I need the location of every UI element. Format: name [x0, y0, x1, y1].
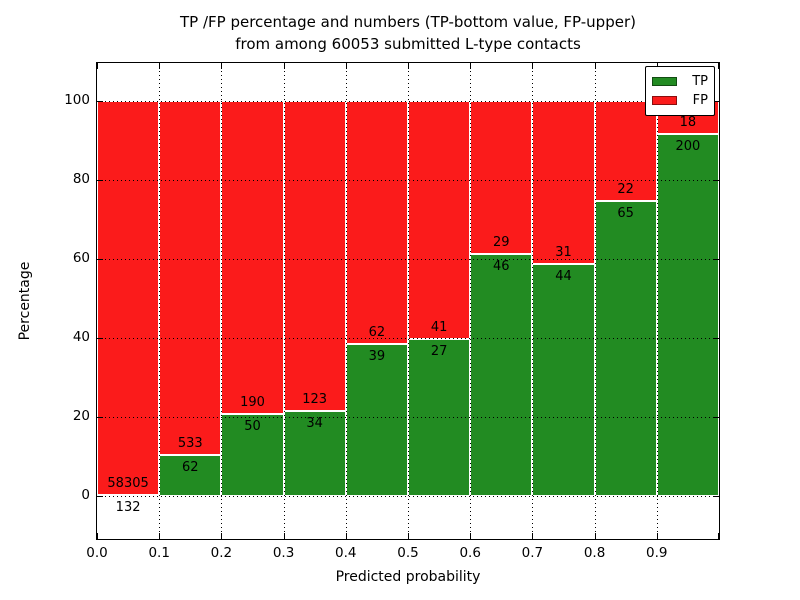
x-tick-label-0.7: 0.7	[521, 545, 544, 561]
y-tick-right-80	[713, 180, 719, 182]
y-tick-left-80	[97, 180, 103, 182]
legend-swatch-fp	[652, 96, 677, 105]
x-tick-top-6	[470, 63, 472, 69]
gridline-v-0.3	[283, 63, 285, 539]
y-tick-right-100	[713, 100, 719, 102]
y-tick-right-60	[713, 259, 719, 261]
bar-segment-tp-2	[221, 413, 284, 497]
x-tick-top-0	[97, 63, 98, 69]
x-tick-label-0.1: 0.1	[148, 545, 170, 561]
gridline-v-0.1	[159, 63, 161, 539]
x-tick-bottom-1	[159, 533, 161, 539]
y-tick-right-40	[713, 338, 719, 340]
x-axis-label: Predicted probability	[335, 569, 481, 585]
bar-segment-tp-4	[345, 343, 408, 497]
bar-segment-fp-1	[159, 100, 222, 456]
y-tick-right-0	[713, 496, 719, 498]
gridline-v-0.8	[594, 63, 596, 539]
gridline-v-0.2	[221, 63, 223, 539]
y-tick-label-0: 0	[81, 487, 90, 504]
bar-segment-fp-3	[283, 100, 346, 411]
x-tick-bottom-7	[532, 533, 534, 539]
bar-segment-tp-3	[283, 410, 346, 497]
bar-segment-tp-8	[594, 200, 657, 497]
x-tick-top-10	[718, 63, 719, 69]
x-tick-bottom-0	[97, 533, 98, 539]
x-tick-bottom-4	[345, 533, 347, 539]
x-tick-top-5	[408, 63, 409, 69]
legend: TP FP	[645, 66, 715, 116]
x-tick-bottom-10	[718, 533, 719, 539]
gridline-v-0.7	[532, 63, 534, 539]
gridline-v-0.9	[656, 63, 658, 539]
chart-title-line1: TP /FP percentage and numbers (TP-bottom…	[180, 13, 636, 31]
gridline-v-0.5	[408, 63, 409, 539]
x-tick-label-0.0: 0.0	[86, 545, 108, 561]
x-tick-bottom-5	[408, 533, 409, 539]
bar-segment-fp-5	[408, 100, 471, 340]
x-tick-label-0.3: 0.3	[272, 545, 295, 561]
y-tick-left-0	[97, 496, 103, 498]
legend-item-tp: TP	[652, 72, 708, 91]
y-tick-left-60	[97, 259, 103, 261]
x-tick-label-0.4: 0.4	[335, 545, 357, 561]
bar-segment-fp-7	[532, 100, 595, 265]
x-tick-label-0.2: 0.2	[210, 545, 233, 561]
legend-label-fp: FP	[692, 93, 708, 108]
x-tick-top-7	[532, 63, 534, 69]
bar-segment-tp-1	[159, 455, 222, 497]
legend-swatch-tp	[652, 77, 677, 86]
y-tick-label-80: 80	[72, 171, 90, 188]
plot-area: 58305 132 533 62 190 50 123 34 62 39 41 27 29 46 31 44 2…	[96, 62, 720, 540]
y-tick-label-100: 100	[64, 91, 90, 108]
x-tick-label-0.9: 0.9	[646, 545, 668, 561]
bar-segment-fp-0	[97, 100, 160, 496]
x-tick-bottom-2	[221, 533, 223, 539]
y-tick-label-40: 40	[72, 329, 90, 346]
x-tick-bottom-9	[656, 533, 658, 539]
chart-title: TP /FP percentage and numbers (TP-bottom…	[96, 11, 720, 55]
y-tick-right-20	[713, 417, 719, 419]
y-tick-left-20	[97, 417, 103, 419]
x-tick-top-4	[345, 63, 347, 69]
x-tick-label-0.8: 0.8	[583, 545, 606, 561]
x-tick-label-0.6: 0.6	[459, 545, 481, 561]
gridline-v-0.6	[470, 63, 472, 539]
x-tick-bottom-8	[594, 533, 596, 539]
y-tick-label-60: 60	[72, 250, 90, 267]
y-tick-label-20: 20	[72, 408, 90, 425]
y-tick-left-100	[97, 100, 103, 102]
x-tick-bottom-6	[470, 533, 472, 539]
annotation-tp-count-0: 132	[115, 500, 141, 516]
x-tick-label-0.5: 0.5	[397, 545, 419, 561]
bar-segment-fp-2	[221, 100, 284, 414]
x-tick-top-2	[221, 63, 223, 69]
legend-item-fp: FP	[652, 91, 708, 110]
x-tick-bottom-3	[283, 533, 285, 539]
bar-segment-fp-4	[345, 100, 408, 344]
chart-title-line2: from among 60053 submitted L-type contac…	[235, 35, 581, 53]
bar-segment-tp-9	[656, 133, 719, 497]
bar-segment-tp-7	[532, 264, 595, 497]
x-tick-top-1	[159, 63, 161, 69]
bar-segment-tp-6	[470, 253, 533, 497]
bar-segment-fp-8	[594, 100, 657, 201]
bar-segment-fp-6	[470, 100, 533, 254]
y-axis-label: Percentage	[17, 261, 33, 341]
legend-label-tp: TP	[692, 74, 708, 89]
y-tick-left-40	[97, 338, 103, 340]
gridline-v-0.4	[345, 63, 347, 539]
x-tick-top-3	[283, 63, 285, 69]
x-tick-top-8	[594, 63, 596, 69]
